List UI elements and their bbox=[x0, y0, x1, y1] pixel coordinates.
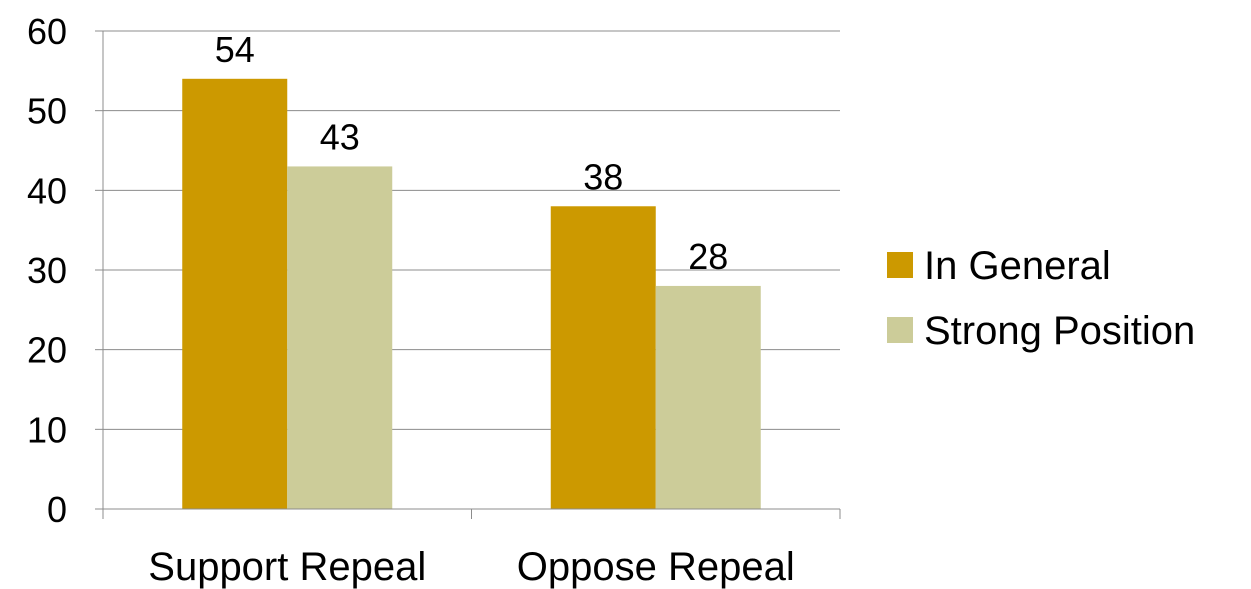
bars bbox=[182, 78, 761, 510]
data-label: 28 bbox=[688, 236, 728, 277]
data-label: 43 bbox=[320, 116, 360, 157]
y-tick-label: 0 bbox=[47, 489, 67, 530]
legend-swatch bbox=[887, 317, 913, 343]
y-tick-label: 30 bbox=[27, 250, 67, 291]
legend-label: In General bbox=[924, 244, 1111, 288]
data-labels: 54 43 38 28 bbox=[215, 29, 729, 277]
x-axis-tick-labels: Support Repeal Oppose Repeal bbox=[148, 545, 794, 589]
bar bbox=[287, 166, 393, 509]
legend-swatch bbox=[887, 252, 913, 278]
y-tick-label: 40 bbox=[27, 170, 67, 211]
y-tick-label: 60 bbox=[27, 11, 67, 52]
data-label: 54 bbox=[215, 29, 255, 70]
bar bbox=[550, 206, 656, 509]
y-tick-label: 10 bbox=[27, 409, 67, 450]
legend-label: Strong Position bbox=[924, 309, 1195, 353]
axes bbox=[95, 30, 841, 519]
x-tick-label: Support Repeal bbox=[148, 545, 426, 589]
y-tick-label: 20 bbox=[27, 330, 67, 371]
y-axis-tick-labels: 0 10 20 30 40 50 60 bbox=[27, 11, 67, 530]
y-tick-label: 50 bbox=[27, 91, 67, 132]
data-label: 38 bbox=[583, 156, 623, 197]
bar bbox=[655, 285, 761, 509]
legend: In General Strong Position bbox=[887, 244, 1195, 353]
x-tick-label: Oppose Repeal bbox=[517, 545, 795, 589]
bar bbox=[182, 78, 288, 510]
